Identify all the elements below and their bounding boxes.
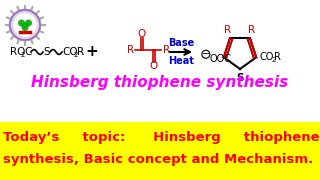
Circle shape bbox=[14, 14, 36, 36]
Text: R: R bbox=[248, 25, 256, 35]
Text: 2: 2 bbox=[74, 52, 78, 58]
Text: R: R bbox=[163, 45, 170, 55]
Text: R: R bbox=[127, 45, 135, 55]
Text: OOC: OOC bbox=[210, 54, 232, 64]
Text: synthesis, Basic concept and Mechanism.: synthesis, Basic concept and Mechanism. bbox=[3, 154, 313, 166]
Text: R: R bbox=[274, 52, 281, 62]
Text: O: O bbox=[137, 29, 145, 39]
Circle shape bbox=[9, 9, 41, 41]
Text: Base: Base bbox=[168, 38, 194, 48]
Text: R: R bbox=[77, 47, 84, 57]
Bar bbox=[0, 122, 320, 180]
Text: RO: RO bbox=[10, 47, 25, 57]
Circle shape bbox=[22, 25, 28, 30]
Text: Hinsberg thiophene synthesis: Hinsberg thiophene synthesis bbox=[31, 75, 289, 91]
Text: 2: 2 bbox=[271, 57, 276, 63]
Text: S: S bbox=[236, 73, 244, 83]
Text: S: S bbox=[43, 47, 50, 57]
Text: −: − bbox=[202, 49, 210, 59]
Text: CO: CO bbox=[62, 47, 78, 57]
Circle shape bbox=[202, 50, 210, 58]
Text: +: + bbox=[85, 44, 98, 60]
Text: CO: CO bbox=[259, 52, 274, 62]
Text: 2: 2 bbox=[21, 52, 25, 58]
Circle shape bbox=[26, 20, 31, 26]
Text: O: O bbox=[149, 61, 157, 71]
Text: Heat: Heat bbox=[168, 56, 194, 66]
Text: R: R bbox=[224, 25, 232, 35]
Text: Today’s     topic:      Hinsberg     thiophene: Today’s topic: Hinsberg thiophene bbox=[3, 130, 320, 143]
Circle shape bbox=[19, 20, 24, 26]
Text: C: C bbox=[24, 47, 31, 57]
